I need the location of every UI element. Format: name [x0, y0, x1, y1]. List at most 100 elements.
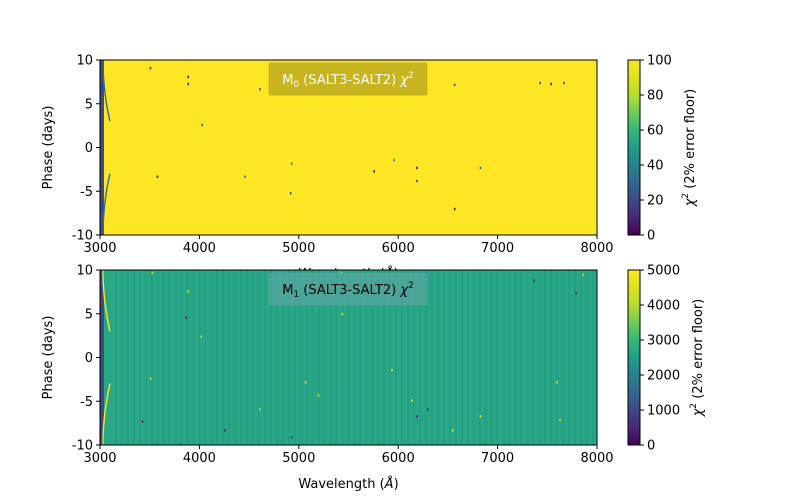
heatmap-outlier-pixel — [179, 443, 182, 446]
panel-title: M1 (SALT3-SALT2) χ2 — [282, 281, 414, 300]
colorbar-label: χ2 (2% error floor) — [689, 299, 706, 418]
heatmap-stripe — [353, 270, 356, 445]
heatmap-stripe — [395, 270, 398, 445]
heatmap-stripe — [383, 270, 386, 445]
colorbar: 0 1000 2000 3000 4000 5000 χ2 (2% error floor) — [627, 264, 706, 454]
heatmap-stripe — [502, 270, 505, 445]
heatmap-outlier-pixel — [559, 418, 561, 422]
heatmap-stripe — [556, 270, 559, 445]
heatmap-stripe — [568, 270, 571, 445]
heatmap-outlier-pixel — [416, 166, 418, 170]
colorbar-label-sup: 2 — [689, 403, 699, 409]
heatmap-stripe — [162, 270, 165, 445]
y-tick: 5 — [85, 307, 100, 322]
heatmap-outlier-pixel — [373, 170, 375, 173]
heatmap-edge-column — [100, 270, 104, 445]
x-tick-label: 3000 — [83, 241, 116, 256]
heatmap-stripe — [114, 270, 117, 445]
colorbar-tick-label: 5000 — [647, 264, 680, 279]
colorbar-label-rest: (2% error floor) — [691, 299, 706, 403]
heatmap-feature-lower — [102, 383, 111, 446]
panel-title-rest: (SALT3-SALT2) — [299, 73, 400, 88]
heatmap-outlier-pixel — [200, 335, 202, 339]
heatmap-stripe — [562, 270, 565, 445]
heatmap-outlier-pixel — [141, 420, 144, 423]
y-tick-label: -5 — [80, 185, 93, 200]
colorbar-tick-label: 2000 — [647, 369, 680, 384]
x-tick-label: 7000 — [481, 451, 514, 466]
heatmap-stripe — [323, 270, 326, 445]
heatmap-outlier-pixel — [187, 290, 190, 293]
panel-title-sup: 2 — [408, 281, 414, 291]
heatmap-stripe — [466, 270, 469, 445]
heatmap-stripe — [490, 270, 493, 445]
heatmap-stripe — [389, 270, 392, 445]
heatmap-outlier-pixel — [185, 316, 188, 319]
heatmap-outlier-pixel — [453, 207, 456, 211]
x-tick: 3000 — [83, 235, 117, 256]
heatmap-stripe — [371, 270, 374, 445]
y-tick: -5 — [80, 395, 100, 410]
y-axis-label: Phase (days) — [41, 106, 56, 190]
panel-title-chi: χ — [399, 283, 409, 298]
heatmap-outlier-pixel — [259, 88, 261, 91]
heatmap-stripe — [132, 270, 135, 445]
y-tick: 10 — [76, 264, 100, 279]
y-tick: 0 — [85, 141, 100, 156]
heatmap-stripe — [532, 270, 535, 445]
heatmap-outlier-pixel — [556, 381, 558, 384]
panel-title-main: M — [282, 73, 293, 88]
heatmap-stripe — [240, 270, 243, 445]
heatmap-outlier-pixel — [451, 429, 454, 432]
heatmap-stripe — [299, 270, 302, 445]
heatmap-outlier-pixel — [582, 273, 584, 276]
colorbar-label-chi: χ — [683, 197, 698, 207]
colorbar-tick-label: 0 — [647, 439, 655, 454]
heatmap-outlier-pixel — [416, 415, 418, 418]
heatmap-outlier-pixel — [411, 399, 413, 402]
heatmap-outlier-pixel — [453, 83, 456, 87]
heatmap-outlier-pixel — [151, 271, 154, 275]
heatmap-stripe — [454, 270, 457, 445]
heatmap-stripe — [222, 270, 225, 445]
y-tick-label: 10 — [76, 54, 93, 69]
heatmap-stripe — [198, 270, 201, 445]
y-tick: 0 — [85, 351, 100, 366]
heatmap-stripe — [478, 270, 481, 445]
heatmap-stripe — [419, 270, 422, 445]
heatmap-outlier-pixel — [563, 81, 565, 85]
colorbar-label-sup: 2 — [681, 193, 691, 199]
colorbar: 0 20 40 60 80 100 χ2 (2% error floor) — [627, 54, 698, 244]
colorbar-tick-label: 100 — [647, 54, 672, 69]
y-tick: -5 — [80, 185, 100, 200]
x-axis-label-text: Wavelength ( — [298, 477, 384, 492]
heatmap-stripe — [275, 270, 278, 445]
x-tick-label: 4000 — [183, 451, 216, 466]
heatmap-stripe — [186, 270, 189, 445]
y-tick: -10 — [72, 229, 100, 244]
x-tick: 5000 — [282, 235, 315, 256]
panel-title-sup: 2 — [408, 71, 414, 81]
heatmap-stripe — [484, 270, 487, 445]
heatmap-outlier-pixel — [391, 368, 393, 372]
x-tick-label: 8000 — [580, 451, 613, 466]
panel-title-sub: 1 — [293, 290, 299, 300]
heatmap-stripe — [365, 270, 368, 445]
heatmap-outlier-pixel — [289, 192, 292, 195]
heatmap-outlier-pixel — [156, 175, 159, 178]
heatmap-stripe — [281, 270, 284, 445]
heatmap-outlier-pixel — [244, 175, 246, 178]
panel-title-main: M — [282, 283, 293, 298]
title-box — [268, 272, 428, 306]
x-tick-label: 7000 — [481, 241, 514, 256]
heatmap-stripe — [401, 270, 404, 445]
colorbar-gradient — [627, 269, 641, 446]
heatmap-outlier-pixel — [427, 408, 429, 411]
heatmap-stripe — [216, 270, 219, 445]
colorbar-gradient — [627, 59, 641, 236]
x-tick: 6000 — [382, 445, 415, 466]
heatmap-stripe — [496, 270, 499, 445]
panel-title-chi: χ — [399, 73, 409, 88]
